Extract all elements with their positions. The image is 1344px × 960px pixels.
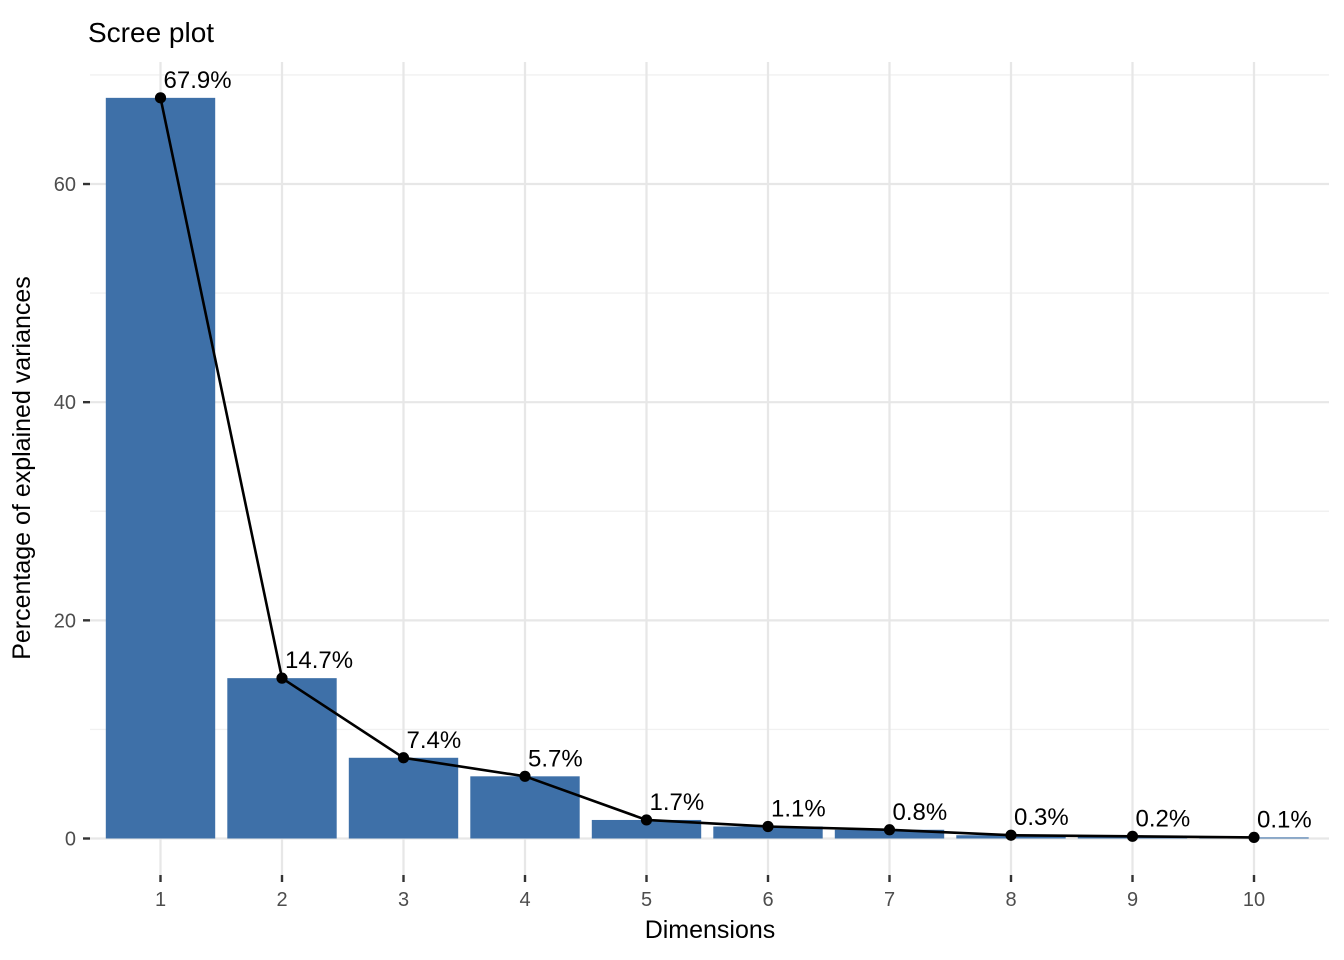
data-point-label: 5.7% [528,745,583,772]
point-labels-layer: 67.9% 14.7% 7.4% 5.7% 1.7% 1.1% 0.8% 0.3% 0.2% 0.… [164,67,1312,834]
data-point-label: 67.9% [164,67,232,94]
bars-layer [105,97,1309,839]
bar [105,97,216,839]
gridlines-layer [90,62,1329,875]
data-point [1005,829,1017,841]
y-tick-label: 0 [65,829,76,851]
points-layer [154,92,1260,844]
data-point [883,824,896,836]
data-point-label: 1.1% [771,796,826,823]
chart-title: Scree plot [88,17,214,48]
data-point [1248,831,1260,844]
x-tick-label: 4 [519,889,530,911]
x-tick-label: 10 [1243,889,1265,911]
x-tick-label: 1 [155,889,166,911]
data-point [397,752,410,764]
data-point-label: 0.3% [1014,804,1069,831]
x-tick-label: 5 [641,889,652,911]
data-point-label: 0.2% [1136,805,1191,832]
data-point [640,814,653,826]
data-point-label: 0.1% [1257,806,1312,833]
line-layer [159,97,1255,839]
axes-layer: 1 2 3 4 5 6 7 8 9 10 0 20 40 60 [54,174,1265,911]
x-tick-label: 7 [884,889,895,911]
bar [591,819,702,839]
x-axis-title: Dimensions [645,916,776,944]
bar [713,826,823,839]
x-tick-label: 8 [1005,889,1016,911]
y-tick-label: 60 [54,174,76,196]
y-tick-label: 40 [54,392,76,414]
data-point [519,770,531,782]
bar [227,678,337,839]
data-point [154,92,167,104]
x-tick-label: 3 [398,889,409,911]
data-point [276,672,288,684]
bar [470,776,580,839]
x-tick-label: 2 [276,889,287,911]
data-point-label: 0.8% [893,799,948,826]
data-point [1126,830,1139,842]
x-tick-label: 6 [762,889,773,911]
data-point-label: 7.4% [407,727,462,754]
bar [348,757,459,839]
data-point [762,820,774,833]
y-tick-label: 20 [54,610,76,632]
data-point-label: 14.7% [285,647,353,674]
data-point-label: 1.7% [650,789,705,816]
y-axis-title: Percentage of explained variances [8,276,36,660]
variance-line [159,97,1255,839]
x-tick-label: 9 [1127,889,1138,911]
